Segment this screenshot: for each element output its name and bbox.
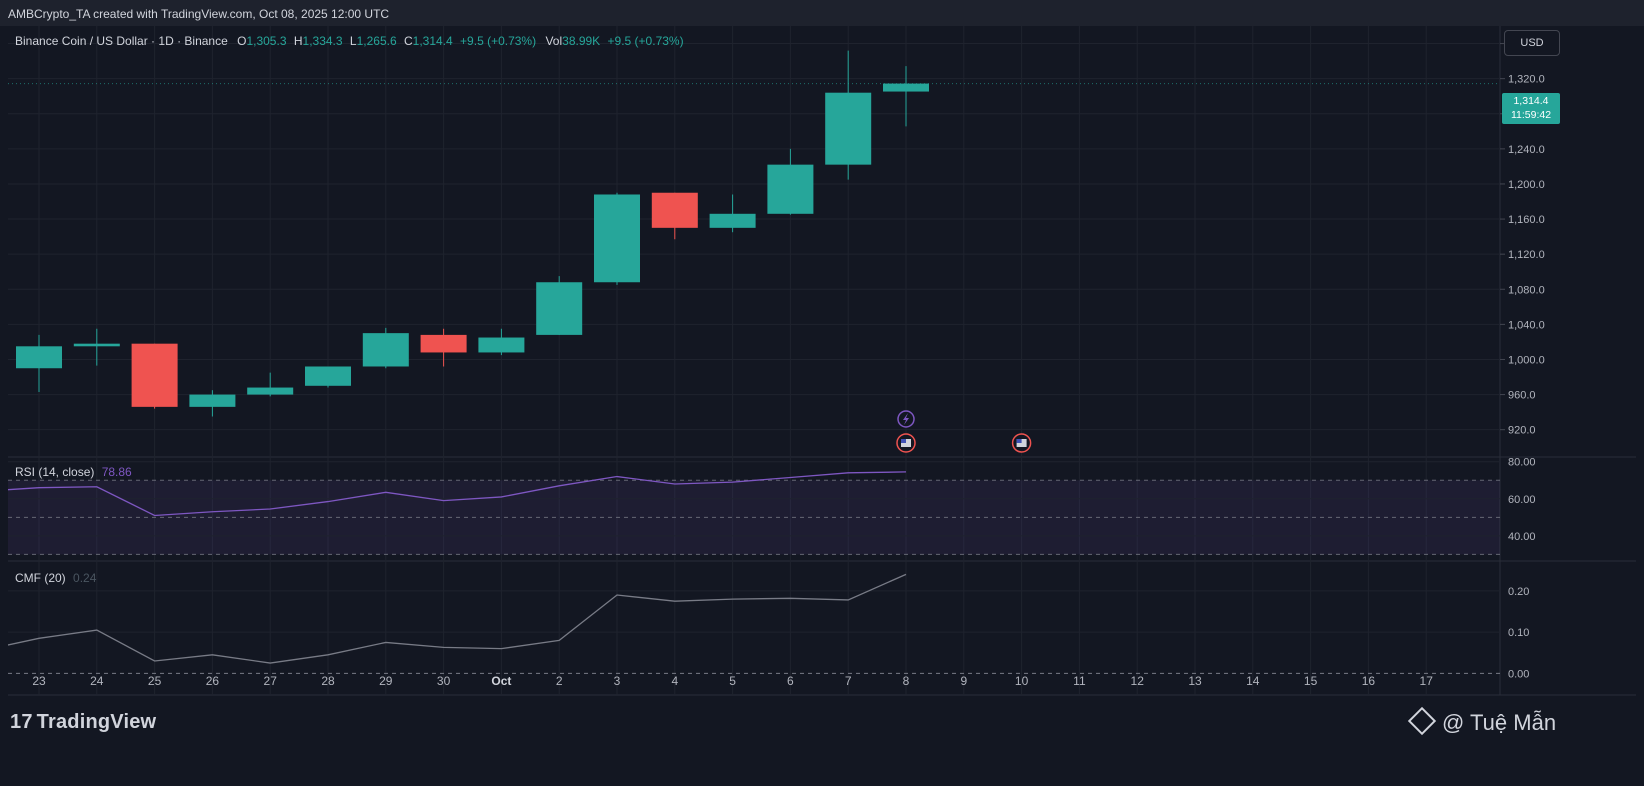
y-tick-label: 1,200.0 xyxy=(1508,179,1545,191)
y-tick-label: 920.0 xyxy=(1508,425,1536,437)
us-flag-icon-canton xyxy=(1016,439,1022,443)
change-value: +9.5 (+0.73%) xyxy=(460,34,537,48)
last-price: 1,314.4 xyxy=(1513,95,1549,107)
x-tick-label: 27 xyxy=(264,674,278,688)
candle-body[interactable] xyxy=(478,337,525,353)
x-tick-label: 5 xyxy=(729,674,736,688)
candle-body[interactable] xyxy=(536,282,583,335)
candle-body[interactable] xyxy=(767,164,814,214)
vol-change-value: +9.5 (+0.73%) xyxy=(607,34,684,48)
rsi-y-tick-label: 40.00 xyxy=(1508,531,1536,543)
candle-body[interactable] xyxy=(883,83,929,92)
y-tick-label: 1,040.0 xyxy=(1508,319,1545,331)
x-tick-label: 4 xyxy=(671,674,678,688)
rsi-y-tick-label: 80.00 xyxy=(1508,457,1536,469)
x-tick-label: 11 xyxy=(1073,674,1086,688)
x-tick-label: 30 xyxy=(437,674,451,688)
y-tick-label: 1,160.0 xyxy=(1508,214,1545,226)
cmf-y-tick-label: 0.20 xyxy=(1508,586,1529,598)
x-tick-label: 25 xyxy=(148,674,162,688)
y-tick-label: 1,320.0 xyxy=(1508,74,1545,86)
binance-diamond-icon xyxy=(1407,706,1437,736)
candle-body[interactable] xyxy=(709,213,756,228)
y-tick-label: 1,080.0 xyxy=(1508,284,1545,296)
x-tick-label: 29 xyxy=(379,674,393,688)
x-tick-label: 7 xyxy=(845,674,852,688)
x-tick-label: 10 xyxy=(1015,674,1029,688)
x-tick-label: 17 xyxy=(1420,674,1434,688)
last-price-tag: 1,314.4 11:59:42 xyxy=(1502,93,1560,124)
currency-button[interactable]: USD xyxy=(1504,30,1560,56)
rsi-value: 78.86 xyxy=(101,465,132,479)
symbol-name[interactable]: Binance Coin / US Dollar · 1D · Binance xyxy=(15,34,228,48)
candle-body[interactable] xyxy=(247,387,294,395)
candle-body[interactable] xyxy=(73,343,120,347)
y-tick-label: 1,120.0 xyxy=(1508,249,1545,261)
x-tick-label: 16 xyxy=(1362,674,1376,688)
candle-body[interactable] xyxy=(16,346,62,369)
x-tick-label: 2 xyxy=(556,674,563,688)
rsi-line[interactable] xyxy=(0,471,907,517)
x-tick-label: 12 xyxy=(1131,674,1145,688)
y-tick-label: 1,240.0 xyxy=(1508,144,1545,156)
close-value: 1,314.4 xyxy=(412,34,453,48)
open-value: 1,305.3 xyxy=(246,34,287,48)
attribution-text: AMBCrypto_TA created with TradingView.co… xyxy=(8,7,390,21)
y-tick-label: 960.0 xyxy=(1508,390,1536,402)
left-margin xyxy=(0,26,8,729)
x-tick-label: Oct xyxy=(491,674,511,688)
author-watermark: @ Tuệ Mẫn xyxy=(1407,706,1557,736)
chart-area[interactable] xyxy=(8,26,1636,729)
x-tick-label: 24 xyxy=(90,674,104,688)
cmf-y-tick-label: 0.10 xyxy=(1508,627,1529,639)
low-label: L xyxy=(349,34,357,48)
x-tick-label: 14 xyxy=(1246,674,1260,688)
x-tick-label: 15 xyxy=(1304,674,1318,688)
vol-value: 38.99K xyxy=(562,34,601,48)
open-label: O xyxy=(237,34,247,48)
tradingview-brand: TradingView xyxy=(36,711,157,733)
us-flag-icon-canton xyxy=(901,439,906,443)
tradingview-logo-icon: 17 xyxy=(10,711,33,733)
x-tick-label: 23 xyxy=(32,674,46,688)
candle-body[interactable] xyxy=(420,334,467,353)
candle-body[interactable] xyxy=(305,366,351,386)
x-tick-label: 8 xyxy=(903,674,910,688)
candle-body[interactable] xyxy=(131,343,178,407)
tradingview-logo[interactable]: 17 TradingView xyxy=(10,711,156,734)
high-value: 1,334.3 xyxy=(302,34,343,48)
cmf-y-tick-label: 0.00 xyxy=(1508,668,1529,680)
high-label: H xyxy=(293,34,303,48)
y-tick-label: 1,000.0 xyxy=(1508,354,1545,366)
x-tick-label: 26 xyxy=(206,674,220,688)
rsi-legend[interactable]: RSI (14, close) 78.86 xyxy=(15,465,132,479)
vol-label: Vol xyxy=(545,34,563,48)
x-tick-label: 13 xyxy=(1188,674,1202,688)
watermark-text: @ Tuệ Mẫn xyxy=(1442,710,1557,735)
cmf-label: CMF (20) xyxy=(15,571,66,585)
candle-body[interactable] xyxy=(594,194,640,283)
candle-body[interactable] xyxy=(189,394,236,407)
cmf-value: 0.24 xyxy=(73,571,97,585)
close-label: C xyxy=(403,34,413,48)
bar-countdown: 11:59:42 xyxy=(1510,109,1552,121)
cmf-line[interactable] xyxy=(0,573,907,664)
footer xyxy=(0,729,1644,786)
low-value: 1,265.6 xyxy=(356,34,397,48)
attribution-bar: AMBCrypto_TA created with TradingView.co… xyxy=(0,0,1644,26)
candle-body[interactable] xyxy=(651,192,698,228)
rsi-label: RSI (14, close) xyxy=(15,465,95,479)
symbol-legend: Binance Coin / US Dollar · 1D · Binance … xyxy=(15,34,684,48)
x-tick-label: 3 xyxy=(614,674,621,688)
x-tick-label: 6 xyxy=(787,674,794,688)
rsi-y-tick-label: 60.00 xyxy=(1508,494,1536,506)
cmf-legend[interactable]: CMF (20) 0.24 xyxy=(15,571,96,585)
candle-body[interactable] xyxy=(362,333,409,367)
x-tick-label: 9 xyxy=(960,674,967,688)
candle-body[interactable] xyxy=(825,92,872,165)
lightning-icon-bolt xyxy=(903,413,909,425)
x-tick-label: 28 xyxy=(321,674,335,688)
